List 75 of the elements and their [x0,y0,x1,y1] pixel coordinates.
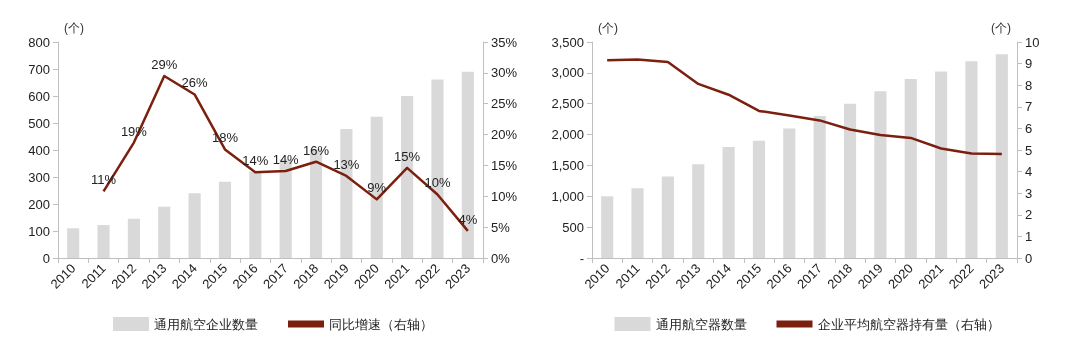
y2-tick-label: 15% [491,157,518,173]
bar [692,164,705,258]
bar [97,225,110,258]
y-tick-label: 0 [42,250,50,266]
y-tick-label: 800 [28,34,50,50]
bar [249,171,262,258]
y2-tick-label: 5 [1025,142,1033,158]
y2-axis-title: (个) [991,21,1011,35]
bar [661,176,674,258]
data-label: 15% [394,148,421,164]
bar [813,116,826,258]
legend-label: 通用航空企业数量 [154,316,258,332]
y2-tick-label: 9 [1025,56,1033,72]
data-label: 29% [151,56,178,72]
y2-tick-label: 1 [1025,228,1033,244]
y2-tick-label: 2 [1025,207,1033,223]
y-tick-label: 600 [28,88,50,104]
y2-tick-label: 0 [1025,250,1033,266]
y2-tick-label: 5% [491,219,511,235]
data-label: 9% [367,180,387,196]
bar [631,188,644,258]
bar [995,54,1008,258]
data-label: 10% [424,175,451,191]
y-tick-label: 400 [28,142,50,158]
bar [874,91,887,258]
legend-label: 企业平均航空器持有量（右轴） [817,316,1000,332]
bar [935,71,948,258]
y2-tick-label: 20% [491,127,518,143]
y-axis-title: (个) [598,21,618,35]
y-tick-label: 500 [28,115,50,131]
y-tick-label: 200 [28,196,50,212]
y-tick-label: 3,000 [551,65,584,81]
data-label: 4% [458,211,478,227]
y2-tick-label: 25% [491,96,518,112]
y-axis-title: (个) [64,21,84,35]
bar [127,218,140,258]
bar [158,206,171,258]
bar [904,79,917,258]
bar [722,146,735,258]
y-tick-label: 100 [28,223,50,239]
y2-tick-label: 10 [1025,34,1040,50]
y2-tick-label: 30% [491,65,518,81]
y2-tick-label: 0% [491,250,511,266]
y2-tick-label: 10% [491,188,518,204]
legend-label: 通用航空器数量 [655,316,747,332]
y2-tick-label: 6 [1025,120,1033,136]
data-label: 16% [303,142,330,158]
y-tick-label: 2,000 [551,127,584,143]
y-tick-label: 300 [28,169,50,185]
line-series [605,58,1004,156]
y2-tick-label: 7 [1025,99,1033,115]
y-tick-label: 500 [562,219,584,235]
bar [601,196,614,258]
data-label: 14% [242,153,269,169]
y2-tick-label: 3 [1025,185,1033,201]
y-tick-label: 1,000 [551,188,584,204]
bar [783,128,796,258]
y2-tick-label: 35% [491,34,518,50]
data-label: 13% [333,156,360,172]
bar [67,228,80,258]
y2-tick-label: 4 [1025,164,1033,180]
y-tick-label: - [579,250,584,266]
y2-tick-label: 8 [1025,77,1033,93]
bar [965,61,978,258]
bar [752,140,766,258]
bar [188,193,201,258]
data-label: 14% [272,151,300,167]
data-label: 26% [181,75,209,91]
y-tick-label: 1,500 [551,157,584,173]
y-tick-label: 3,500 [551,34,584,50]
bar [218,181,232,258]
y-tick-label: 2,500 [551,96,584,112]
legend-label: 同比增速（右轴） [329,316,433,332]
bar [843,103,857,258]
y-tick-label: 700 [28,61,50,77]
